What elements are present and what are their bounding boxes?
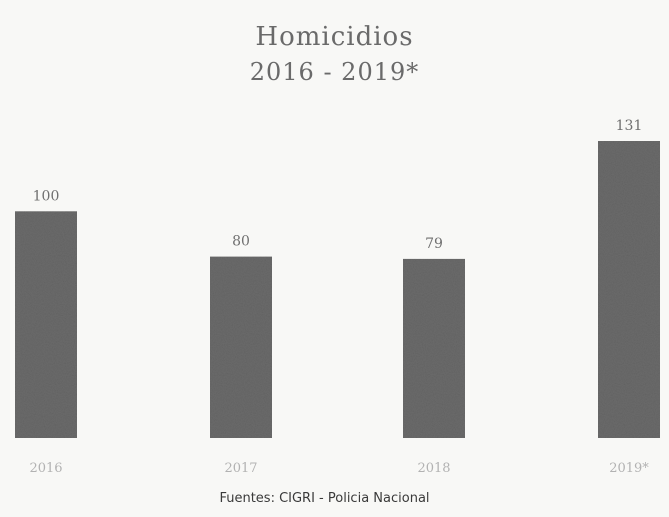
data-label: 79	[425, 236, 443, 252]
x-tick-label: 2018	[417, 461, 450, 476]
chart-subtitle: 2016 - 2019*	[249, 58, 420, 86]
bar-2016	[15, 211, 77, 438]
bar-2017	[210, 256, 272, 438]
x-tick-label: 2019*	[609, 461, 649, 476]
data-label: 80	[232, 234, 250, 250]
x-tick-label: 2016	[29, 461, 62, 476]
data-label: 100	[33, 188, 60, 204]
x-tick-label: 2017	[224, 461, 257, 476]
bar-2018	[403, 258, 465, 438]
chart-title: Homicidios	[255, 22, 414, 52]
bar-2019	[598, 141, 660, 438]
data-label: 131	[616, 118, 643, 134]
source-note: Fuentes: CIGRI - Policia Nacional	[219, 491, 430, 506]
